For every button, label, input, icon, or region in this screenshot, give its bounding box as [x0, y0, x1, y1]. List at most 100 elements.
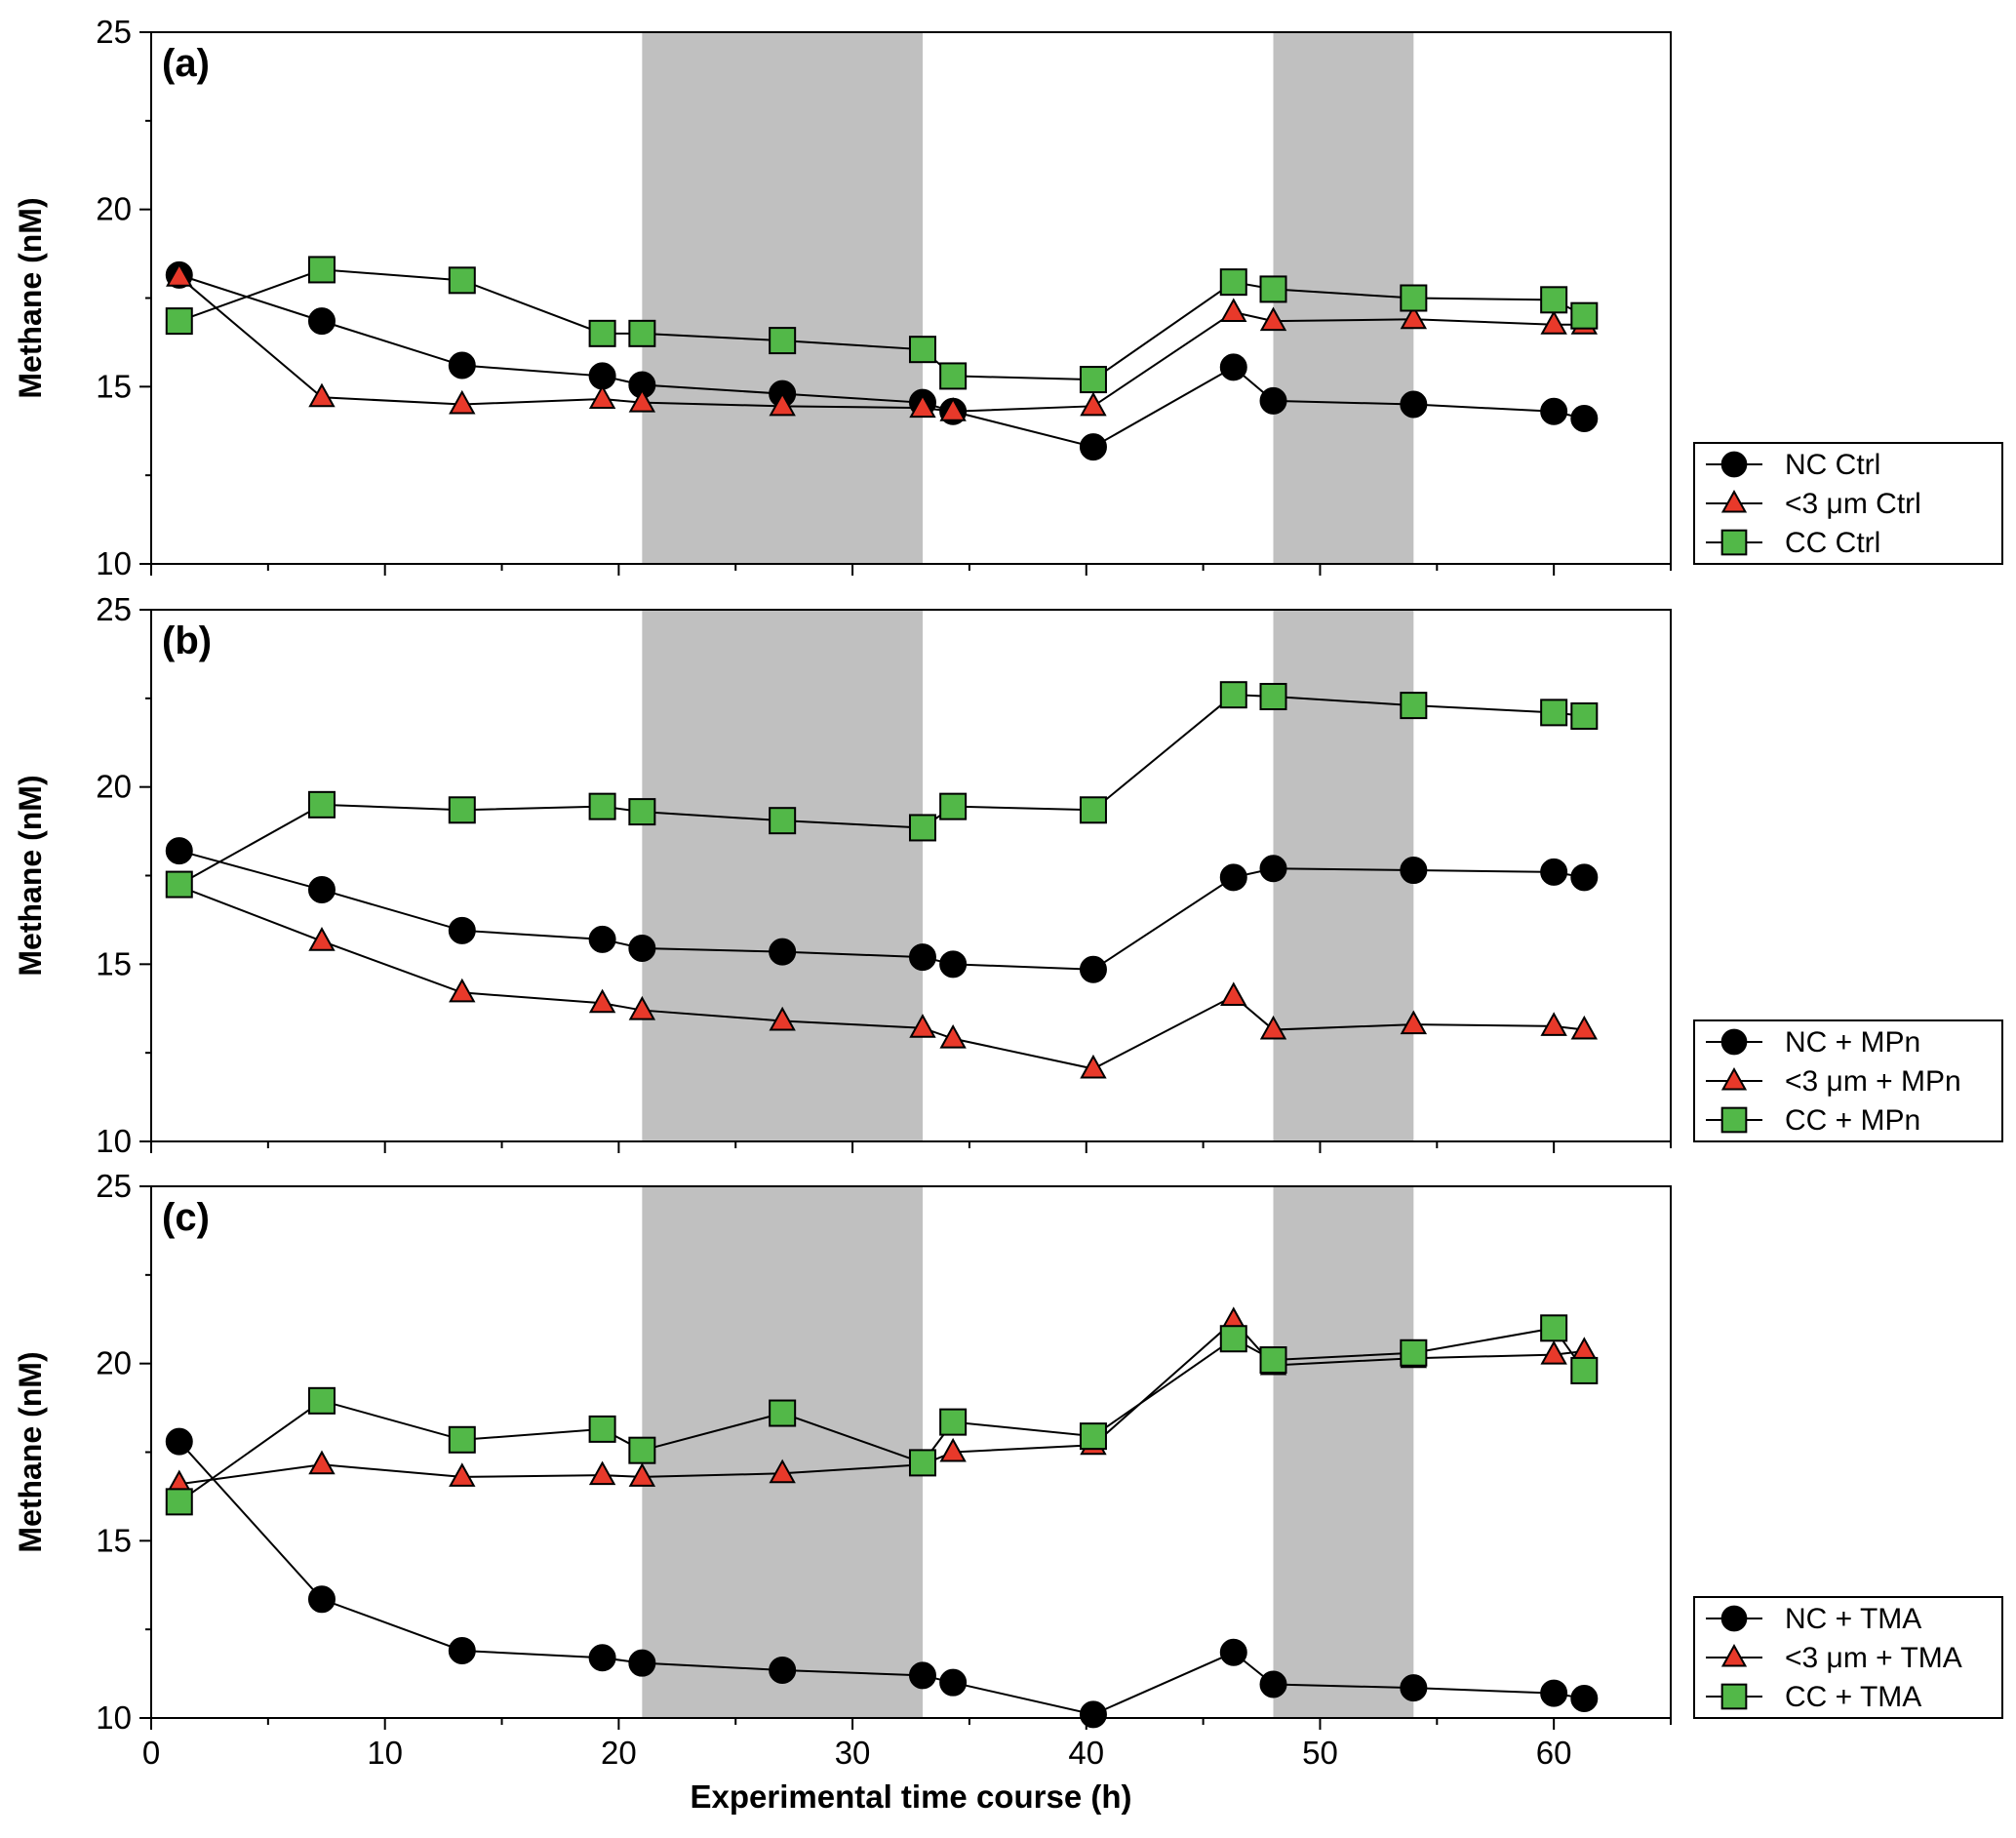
data-point-cc [1259, 683, 1287, 711]
data-point-nc [908, 1661, 936, 1690]
y-tick-label: 10 [96, 545, 132, 581]
legend-marker-lt3 [1720, 489, 1748, 513]
legend-entry-label: NC + MPn [1785, 1026, 1920, 1059]
data-point-cc [1219, 681, 1247, 709]
data-point-lt3 [588, 384, 616, 410]
legend-entry-label: NC + TMA [1785, 1603, 1921, 1635]
chart-panel-a: 10 15 20 25 Methane (nM) (a) NC Ctrl <3 μm Ctrl… [13, 14, 2003, 581]
data-point-cc [1259, 275, 1287, 303]
legend-entry-label: CC Ctrl [1785, 527, 1880, 559]
dark-period-band [642, 32, 923, 564]
legend-marker-cc [1720, 529, 1748, 556]
panel-label: (a) [162, 42, 210, 85]
legend-marker-cc [1720, 1683, 1748, 1710]
data-point-nc [1400, 857, 1428, 885]
series-line-lt3 [178, 1319, 1585, 1486]
data-point-cc [1079, 1422, 1107, 1451]
data-point-cc [588, 1415, 616, 1443]
data-point-cc [1219, 268, 1247, 297]
data-point-cc [307, 1386, 336, 1415]
data-point-lt3 [939, 397, 967, 421]
y-tick-label: 20 [96, 191, 132, 227]
y-tick-label: 20 [96, 1345, 132, 1381]
data-point-cc [908, 336, 936, 364]
data-point-cc [307, 790, 336, 819]
data-point-cc [628, 319, 656, 347]
data-point-lt3 [1259, 306, 1287, 332]
y-tick-label: 25 [96, 1168, 132, 1204]
data-point-lt3 [769, 1458, 796, 1484]
data-point-cc [769, 807, 797, 835]
series-line-lt3 [178, 275, 1585, 413]
dark-period-band [1273, 610, 1414, 1141]
data-point-lt3 [1259, 1015, 1287, 1040]
data-point-nc [1079, 433, 1107, 461]
x-axis-label: Experimental time course (h) [691, 1778, 1132, 1815]
data-point-cc [628, 798, 656, 826]
data-point-lt3 [1400, 304, 1428, 330]
data-point-nc [448, 1636, 476, 1664]
data-point-lt3 [1540, 310, 1567, 335]
y-tick-label: 15 [96, 1522, 132, 1558]
legend-marker-nc [1720, 1028, 1748, 1056]
data-point-nc [1540, 858, 1568, 886]
legend-entry-label: CC + TMA [1785, 1681, 1921, 1713]
y-tick-label: 15 [96, 368, 132, 404]
x-tick-label: 0 [142, 1735, 160, 1771]
data-point-nc [1079, 955, 1107, 983]
y-axis-label: Methane (nM) [13, 197, 48, 398]
legend: NC Ctrl <3 μm Ctrl CC Ctrl [1693, 442, 2003, 565]
data-point-cc [939, 1408, 968, 1436]
data-point-nc [939, 950, 968, 979]
legend-marker-cc [1720, 1106, 1748, 1134]
data-point-nc [1079, 1700, 1107, 1729]
legend-entry-label: NC Ctrl [1785, 449, 1880, 481]
x-tick-label: 20 [601, 1735, 637, 1771]
x-tick-label: 10 [367, 1735, 403, 1771]
panel-label: (b) [162, 619, 212, 662]
legend-marker-lt3 [1720, 1066, 1748, 1091]
data-point-lt3 [449, 389, 476, 415]
legend-entry-label: <3 μm + TMA [1785, 1642, 1962, 1674]
data-point-cc [165, 307, 193, 336]
legend: NC + MPn <3 μm + MPn CC + MPn [1693, 1019, 2003, 1142]
data-point-lt3 [939, 1437, 967, 1462]
series-line-cc [178, 268, 1585, 381]
series-line-nc [178, 850, 1585, 971]
data-point-lt3 [909, 393, 936, 419]
data-point-cc [769, 327, 797, 355]
data-point-nc [939, 1668, 968, 1697]
data-point-nc [165, 837, 193, 865]
dark-period-band [1273, 1186, 1414, 1718]
data-point-nc [307, 1585, 336, 1614]
data-point-cc [588, 319, 616, 347]
data-point-nc [1259, 855, 1287, 883]
data-point-cc [1540, 286, 1568, 314]
data-point-lt3 [628, 388, 656, 413]
y-tick-label: 10 [96, 1123, 132, 1159]
data-point-cc [1400, 692, 1428, 720]
data-point-cc [1570, 301, 1599, 330]
data-point-nc [1570, 405, 1599, 433]
data-point-cc [628, 1436, 656, 1464]
chart-panel-b: 10 15 20 25 Methane (nM) (b) NC + MPn <3 μm + M… [13, 591, 2003, 1159]
data-point-lt3 [308, 1450, 336, 1475]
legend-entry-label: CC + MPn [1785, 1104, 1920, 1137]
data-point-cc [1079, 366, 1107, 394]
data-point-nc [908, 943, 936, 972]
data-point-lt3 [166, 262, 193, 287]
series-line-lt3 [178, 885, 1585, 1070]
x-tick-label: 40 [1068, 1735, 1104, 1771]
data-point-lt3 [1540, 1012, 1567, 1036]
data-point-nc [307, 307, 336, 336]
x-tick-label: 50 [1302, 1735, 1338, 1771]
series-line-cc [178, 694, 1585, 886]
data-point-cc [588, 792, 616, 820]
data-point-cc [448, 1425, 476, 1454]
data-point-lt3 [909, 1014, 936, 1038]
chart-panel-c: 10 15 20 25 Methane (nM) (c) NC + TMA <3 μm + T… [13, 1168, 2003, 1736]
data-point-nc [1259, 386, 1287, 415]
data-point-cc [448, 796, 476, 824]
data-point-nc [1400, 390, 1428, 419]
data-point-nc [307, 876, 336, 904]
